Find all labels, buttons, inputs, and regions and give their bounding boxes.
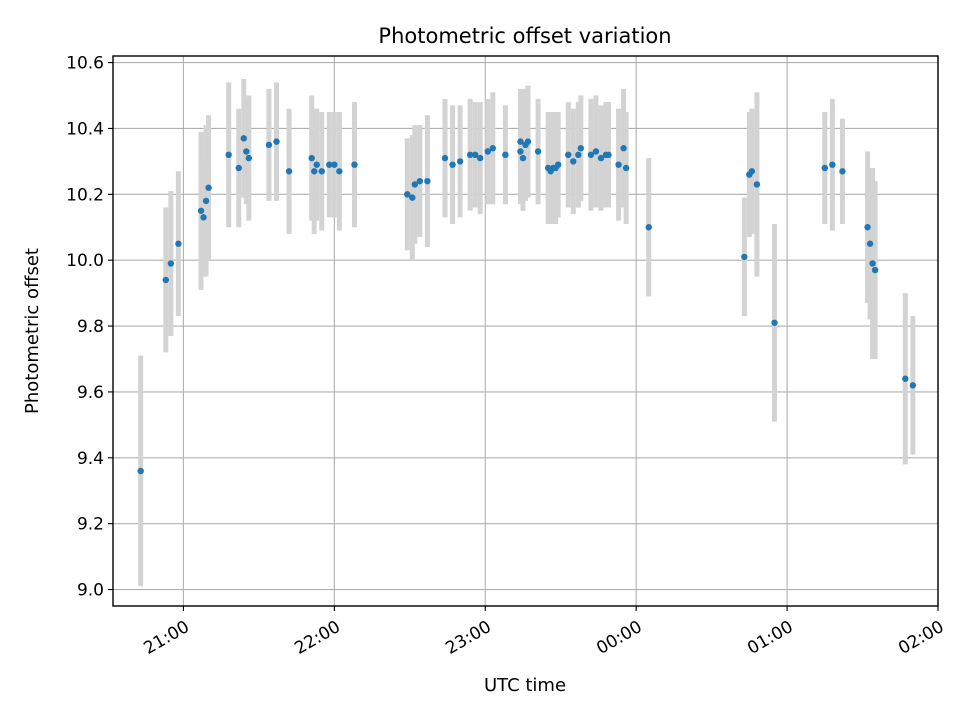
data-point bbox=[615, 161, 622, 168]
data-point bbox=[326, 161, 333, 168]
data-point bbox=[245, 154, 253, 162]
y-tick-label: 10.0 bbox=[66, 251, 104, 271]
data-point bbox=[605, 151, 612, 159]
data-point bbox=[741, 253, 748, 261]
data-point bbox=[409, 194, 416, 201]
data-point bbox=[902, 375, 909, 382]
data-point bbox=[577, 145, 585, 152]
data-point bbox=[565, 151, 572, 159]
x-tick-label: 22:00 bbox=[291, 617, 343, 659]
data-point bbox=[308, 154, 315, 162]
x-axis-label: UTC time bbox=[484, 675, 566, 696]
y-tick-label: 9.8 bbox=[77, 317, 104, 337]
data-point bbox=[336, 168, 343, 175]
data-point bbox=[645, 224, 652, 231]
data-point bbox=[620, 145, 627, 152]
data-point bbox=[866, 240, 874, 247]
data-point bbox=[404, 191, 411, 198]
data-point bbox=[416, 177, 424, 185]
data-point bbox=[265, 141, 273, 149]
data-point bbox=[597, 154, 605, 162]
data-point bbox=[235, 164, 242, 172]
y-axis-label: Photometric offset bbox=[22, 248, 43, 414]
data-point bbox=[753, 181, 761, 188]
x-tick-label: 23:00 bbox=[442, 617, 494, 659]
data-point bbox=[622, 164, 630, 172]
data-point bbox=[197, 207, 205, 214]
data-point bbox=[225, 151, 232, 159]
data-point bbox=[864, 224, 871, 231]
data-point bbox=[829, 161, 836, 168]
data-point bbox=[162, 276, 170, 284]
data-point bbox=[871, 266, 879, 274]
y-tick-label: 9.6 bbox=[77, 383, 104, 403]
data-points bbox=[137, 135, 917, 475]
data-point bbox=[273, 138, 280, 145]
data-point bbox=[821, 164, 829, 172]
data-point bbox=[477, 154, 484, 162]
data-point bbox=[243, 148, 250, 155]
data-point bbox=[524, 138, 532, 145]
data-point bbox=[449, 161, 456, 168]
data-point bbox=[175, 240, 182, 247]
data-point bbox=[484, 148, 491, 155]
data-point bbox=[839, 168, 846, 175]
data-point bbox=[489, 145, 497, 152]
x-tick-label: 02:00 bbox=[895, 617, 947, 659]
x-tick-label: 01:00 bbox=[744, 617, 796, 659]
data-point bbox=[202, 197, 210, 205]
data-point bbox=[205, 184, 212, 191]
y-tick-label: 9.0 bbox=[77, 581, 104, 601]
data-point bbox=[200, 214, 207, 221]
data-point bbox=[313, 161, 320, 168]
data-point bbox=[517, 148, 524, 155]
data-point bbox=[869, 260, 876, 267]
y-tick-label: 10.6 bbox=[66, 54, 104, 74]
data-point bbox=[909, 382, 917, 389]
data-point bbox=[318, 168, 325, 175]
data-point bbox=[167, 260, 175, 267]
x-tick-label: 21:00 bbox=[140, 617, 192, 659]
data-point bbox=[311, 168, 318, 175]
y-tick-label: 10.4 bbox=[66, 119, 104, 139]
error-bars bbox=[138, 79, 916, 587]
data-point bbox=[456, 158, 464, 165]
y-tick-label: 10.2 bbox=[66, 185, 104, 205]
data-point bbox=[240, 135, 247, 142]
data-point bbox=[502, 151, 509, 159]
data-point bbox=[771, 319, 778, 326]
data-point bbox=[748, 168, 756, 175]
data-point bbox=[517, 138, 524, 145]
plot-frame bbox=[112, 55, 939, 607]
data-point bbox=[554, 161, 562, 168]
y-tick-label: 9.2 bbox=[77, 515, 104, 535]
data-point bbox=[351, 161, 358, 168]
data-point bbox=[411, 181, 419, 188]
data-point bbox=[424, 177, 431, 185]
data-point bbox=[519, 154, 527, 162]
data-point bbox=[137, 467, 144, 475]
data-point bbox=[575, 151, 582, 159]
data-point bbox=[466, 151, 474, 159]
data-point bbox=[285, 168, 293, 175]
x-tick-label: 00:00 bbox=[593, 617, 645, 659]
data-point bbox=[471, 151, 479, 159]
chart-title: Photometric offset variation bbox=[378, 24, 671, 48]
data-point bbox=[587, 151, 595, 159]
data-point bbox=[441, 154, 449, 162]
data-point bbox=[534, 148, 542, 155]
data-point bbox=[570, 158, 577, 165]
data-point bbox=[331, 161, 338, 168]
data-point bbox=[592, 148, 600, 155]
y-tick-label: 9.4 bbox=[77, 449, 104, 469]
